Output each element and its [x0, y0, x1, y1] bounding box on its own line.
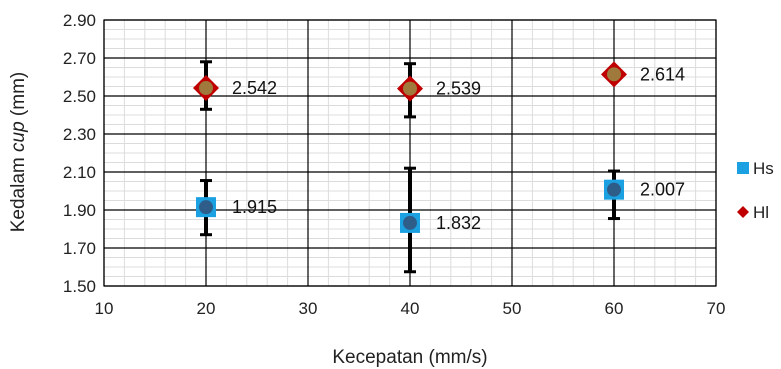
- marker-center-hl: [607, 67, 621, 82]
- marker-center-hl: [199, 81, 213, 96]
- y-tick-label: 2.70: [63, 49, 96, 68]
- legend-hs-label: Hs: [753, 159, 774, 178]
- x-axis-title: Kecepatan (mm/s): [332, 347, 487, 368]
- legend-hl-label: Hl: [753, 203, 769, 222]
- plot-area-frame: [103, 19, 717, 287]
- x-tick-label: 40: [401, 299, 420, 318]
- legend: Hs Hl: [737, 159, 774, 222]
- legend-hs-swatch: [737, 162, 749, 174]
- data-label-hs: 1.915: [232, 197, 277, 217]
- y-axis-title-italic: cup: [8, 121, 29, 152]
- y-axis-tick-labels: 1.50 1.70 1.90 2.10 2.30 2.50 2.70 2.90: [63, 11, 96, 296]
- marker-center-hs: [199, 200, 213, 215]
- y-tick-label: 2.90: [63, 11, 96, 30]
- data-label-hl: 2.614: [640, 64, 685, 84]
- x-tick-label: 60: [605, 299, 624, 318]
- data-label-hl: 2.539: [436, 79, 481, 99]
- marker-center-hl: [403, 81, 417, 96]
- marker-center-hs: [607, 182, 621, 197]
- y-tick-label: 1.50: [63, 277, 96, 296]
- x-tick-label: 30: [299, 299, 318, 318]
- x-axis-tick-labels: 10 20 30 40 50 60 70: [95, 299, 726, 318]
- y-axis-title-part1: Kedalam: [8, 152, 29, 232]
- y-tick-label: 2.30: [63, 125, 96, 144]
- y-axis-title-part3: (mm): [8, 72, 29, 122]
- data-label-hl: 2.542: [232, 78, 277, 98]
- y-tick-label: 2.50: [63, 87, 96, 106]
- legend-hl-swatch: [737, 206, 749, 218]
- x-tick-label: 20: [197, 299, 216, 318]
- data-markers: [193, 61, 627, 233]
- y-tick-label: 1.70: [63, 239, 96, 258]
- x-tick-label: 10: [95, 299, 114, 318]
- y-tick-label: 1.90: [63, 201, 96, 220]
- data-label-hs: 2.007: [640, 180, 685, 200]
- data-labels: 1.915 1.832 2.007 2.542 2.539 2.614: [232, 64, 685, 233]
- data-label-hs: 1.832: [436, 213, 481, 233]
- y-axis-title: Kedalam cup (mm): [8, 72, 29, 233]
- marker-center-hs: [403, 215, 417, 230]
- x-tick-label: 70: [707, 299, 726, 318]
- x-tick-label: 50: [503, 299, 522, 318]
- y-tick-label: 2.10: [63, 163, 96, 182]
